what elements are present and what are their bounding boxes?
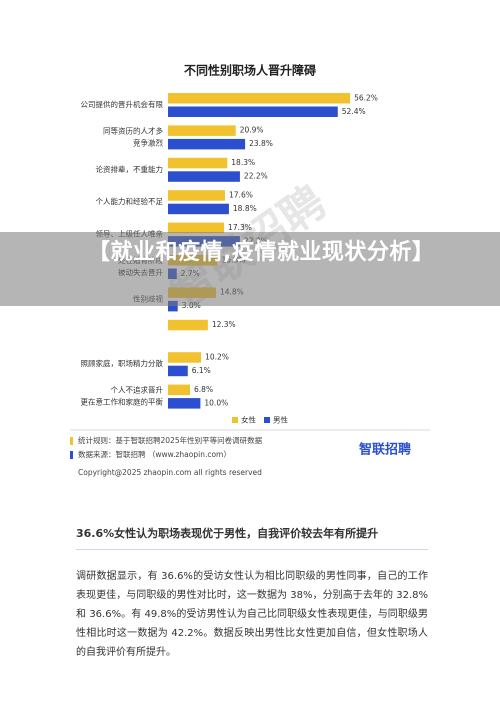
bar	[168, 398, 201, 409]
category-label: 同等资历的人才多	[103, 125, 163, 135]
value-label: 10.0%	[204, 398, 228, 407]
bar	[168, 93, 351, 104]
bar	[168, 352, 202, 363]
legend-swatch	[264, 417, 270, 423]
legend-label: 男性	[273, 415, 288, 425]
bar	[168, 157, 228, 169]
value-label: 20.9%	[240, 126, 264, 135]
value-label: 18.3%	[231, 158, 255, 167]
bar	[168, 300, 178, 312]
value-label: 6.8%	[194, 385, 213, 394]
bar	[168, 190, 226, 201]
category-label: 论资排辈，不重能力	[96, 164, 164, 174]
bar	[168, 384, 191, 396]
value-label: 6.1%	[192, 366, 211, 375]
note: 统计规则：基于智联招聘2025年性别平等问卷调研数据	[78, 435, 263, 445]
note-bullet	[70, 437, 73, 445]
category-label: 照顾家庭，职场精力分散	[81, 358, 164, 368]
value-label: 12.3%	[212, 320, 236, 329]
category-label: 竞争激烈	[133, 137, 163, 147]
legend-swatch	[232, 417, 238, 423]
copyright: Copyright@2025 zhaopin.com all rights re…	[78, 468, 262, 477]
bar	[168, 365, 188, 377]
category-label: 更在意工作和家庭的平衡	[81, 397, 164, 407]
value-label: 52.4%	[342, 107, 366, 116]
article-body: 调研数据显示，有 36.6%的受访女性认为相比同职级的男性同事，自己的工作表现更…	[76, 571, 428, 658]
note-bullet	[70, 451, 73, 459]
article-heading: 36.6%女性认为职场表现优于男性，自我评价较去年有所提升	[76, 525, 428, 550]
value-label: 10.2%	[205, 352, 229, 361]
value-label: 56.2%	[354, 93, 378, 102]
value-label: 18.8%	[233, 204, 257, 213]
banner-text: 【就业和疫情,疫情就业现状分析】	[88, 240, 435, 265]
value-label: 17.6%	[229, 190, 253, 199]
article: 36.6%女性认为职场表现优于男性，自我评价较去年有所提升 调研数据显示，有 3…	[0, 505, 500, 707]
note: 数据来源：智联招聘 （www.zhaopin.com）	[78, 449, 231, 459]
value-label: 17.3%	[228, 223, 252, 232]
bar	[168, 222, 225, 234]
bar	[168, 319, 208, 331]
logo: 智联招聘	[359, 442, 411, 458]
legend-label: 女性	[241, 415, 256, 425]
banner: 【就业和疫情,疫情就业现状分析】	[0, 232, 500, 306]
category-label: 个人不追求晋升	[111, 385, 164, 395]
bar	[168, 203, 229, 215]
bar	[168, 106, 338, 117]
value-label: 22.2%	[244, 172, 268, 181]
chart-title: 不同性别职场人晋升障碍	[184, 63, 316, 78]
value-label: 23.8%	[249, 139, 273, 148]
category-label: 个人能力和经验不足	[96, 196, 164, 206]
bar	[168, 125, 236, 136]
bar	[168, 138, 246, 150]
bar	[168, 171, 240, 182]
category-label: 公司提供的晋升机会有限	[81, 99, 164, 109]
